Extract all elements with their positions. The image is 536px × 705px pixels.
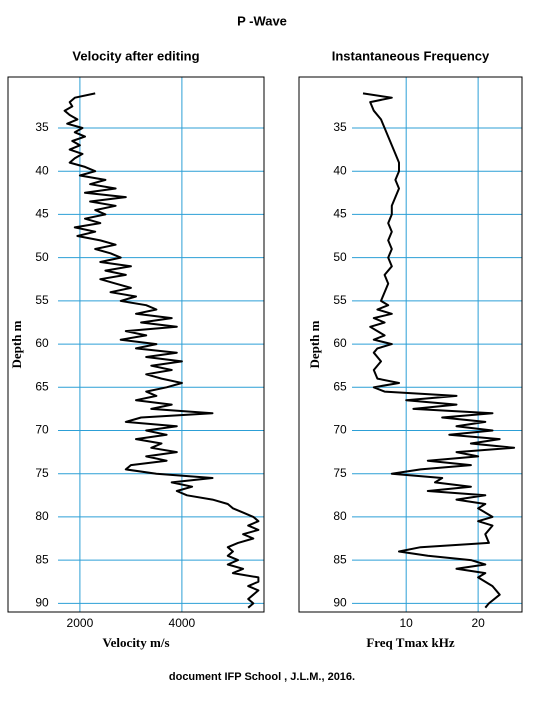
value-tick-label: 10 bbox=[400, 616, 414, 630]
depth-tick-label: 75 bbox=[333, 466, 347, 480]
depth-tick-label: 90 bbox=[333, 596, 347, 610]
depth-tick-label: 55 bbox=[333, 293, 347, 307]
value-axis-label: Freq Tmax kHz bbox=[366, 635, 455, 650]
panel-title: Instantaneous Frequency bbox=[332, 48, 490, 63]
page-title: P -Wave bbox=[237, 13, 287, 28]
depth-tick-label: 70 bbox=[35, 423, 49, 437]
depth-tick-label: 50 bbox=[333, 250, 347, 264]
depth-tick-label: 40 bbox=[35, 163, 49, 177]
depth-tick-label: 35 bbox=[333, 120, 347, 134]
panel-title: Velocity after editing bbox=[72, 48, 199, 63]
depth-tick-label: 40 bbox=[333, 163, 347, 177]
value-tick-label: 4000 bbox=[169, 616, 196, 630]
depth-axis-label: Depth m bbox=[307, 320, 322, 368]
value-tick-label: 2000 bbox=[67, 616, 94, 630]
depth-tick-label: 85 bbox=[333, 552, 347, 566]
depth-tick-label: 65 bbox=[333, 379, 347, 393]
depth-tick-label: 65 bbox=[35, 379, 49, 393]
depth-tick-label: 50 bbox=[35, 250, 49, 264]
footer: document IFP School , J.L.M., 2016. bbox=[169, 671, 355, 683]
depth-tick-label: 45 bbox=[333, 207, 347, 221]
depth-tick-label: 35 bbox=[35, 120, 49, 134]
depth-tick-label: 75 bbox=[35, 466, 49, 480]
depth-tick-label: 85 bbox=[35, 552, 49, 566]
panel-frame bbox=[298, 76, 523, 613]
value-axis-label: Velocity m/s bbox=[102, 635, 169, 650]
panel-frame bbox=[7, 76, 265, 613]
depth-tick-label: 45 bbox=[35, 207, 49, 221]
depth-axis-label: Depth m bbox=[9, 320, 24, 368]
depth-tick-label: 80 bbox=[35, 509, 49, 523]
depth-tick-label: 80 bbox=[333, 509, 347, 523]
depth-tick-label: 60 bbox=[333, 336, 347, 350]
log-curve bbox=[362, 92, 516, 609]
depth-tick-label: 70 bbox=[333, 423, 347, 437]
depth-tick-label: 90 bbox=[35, 596, 49, 610]
value-tick-label: 20 bbox=[471, 616, 485, 630]
depth-tick-label: 55 bbox=[35, 293, 49, 307]
depth-tick-label: 60 bbox=[35, 336, 49, 350]
log-curve bbox=[63, 92, 260, 609]
